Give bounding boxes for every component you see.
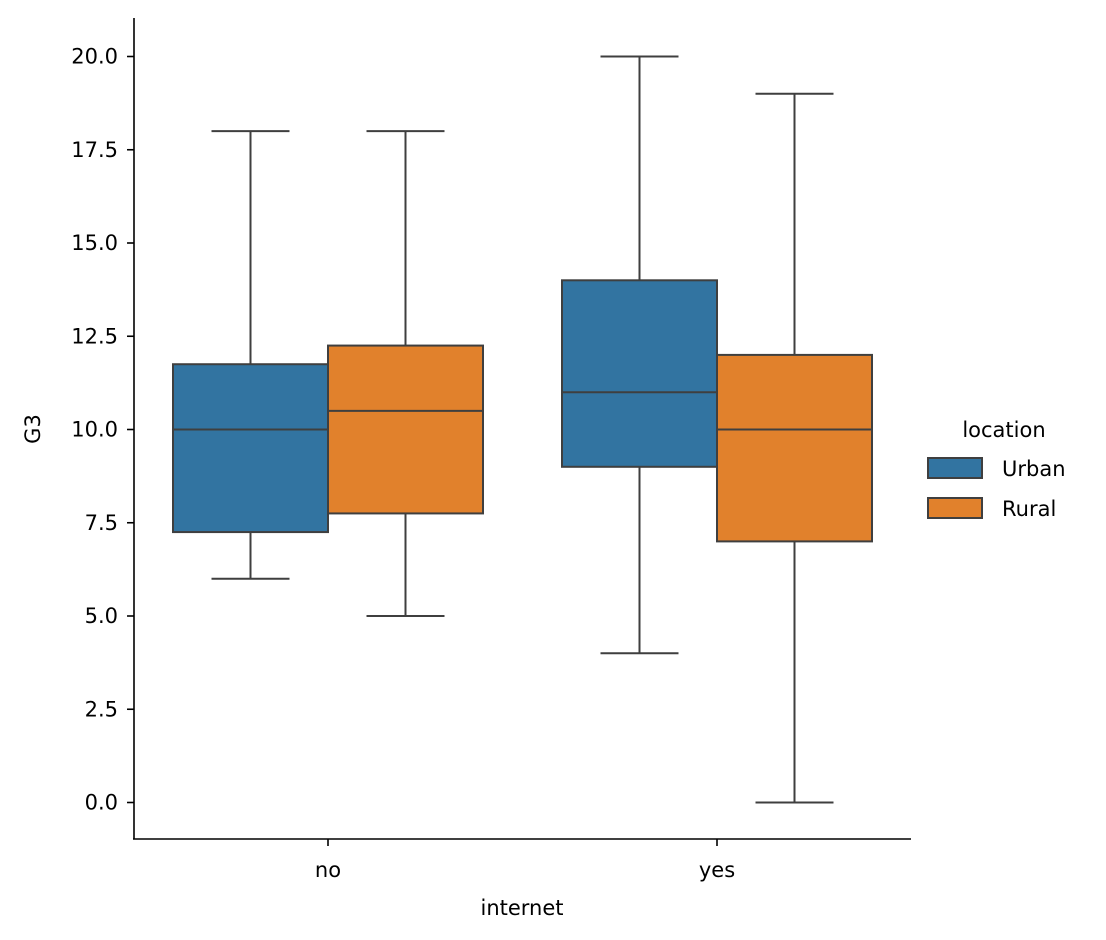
x-axis-label: internet (480, 896, 563, 920)
legend-swatch-rural (927, 497, 983, 519)
box-rural-no (327, 130, 484, 617)
legend-entries: Urban Rural (927, 457, 1066, 521)
y-tick-label: 15.0 (71, 231, 118, 255)
iqr-box (561, 279, 718, 468)
x-ticks: no yes (315, 839, 735, 882)
y-tick-label: 7.5 (85, 511, 118, 535)
iqr-box (716, 353, 873, 543)
y-tick-label: 17.5 (71, 138, 118, 162)
boxes-layer (172, 55, 873, 804)
y-ticks: 0.0 2.5 5.0 7.5 10.0 12.5 15.0 17.5 20.0 (71, 45, 134, 815)
legend-swatch-urban (927, 457, 983, 479)
y-tick-label: 12.5 (71, 324, 118, 348)
axes-layer (133, 18, 911, 840)
y-tick-label: 0.0 (85, 791, 118, 815)
legend-label-rural: Rural (1002, 497, 1056, 521)
y-tick-label: 20.0 (71, 45, 118, 69)
iqr-box (327, 344, 484, 515)
legend-label-urban: Urban (1002, 457, 1066, 481)
y-axis-label: G3 (21, 414, 45, 444)
x-tick-label: yes (699, 858, 735, 882)
y-tick-label: 5.0 (85, 604, 118, 628)
y-tick-label: 2.5 (85, 697, 118, 721)
legend-title: location (962, 418, 1045, 442)
box-urban-no (172, 130, 329, 580)
y-tick-label: 10.0 (71, 418, 118, 442)
box-rural-yes (716, 92, 873, 804)
box-urban-yes (561, 55, 718, 655)
legend: location Urban Rural (927, 418, 1066, 521)
x-tick-label: no (315, 858, 341, 882)
iqr-box (172, 363, 329, 534)
